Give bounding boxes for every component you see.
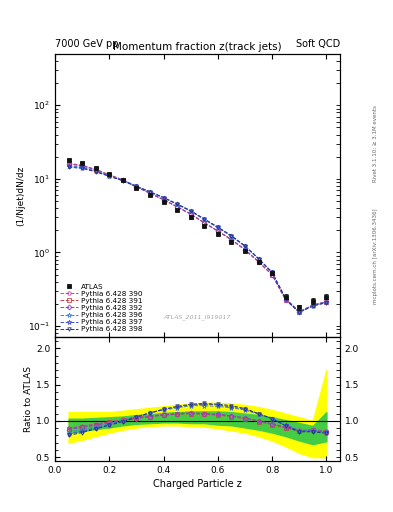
X-axis label: Charged Particle z: Charged Particle z [153, 479, 242, 489]
Y-axis label: (1/Njet)dN/dz: (1/Njet)dN/dz [16, 165, 25, 226]
Text: mcplots.cern.ch [arXiv:1306.3436]: mcplots.cern.ch [arXiv:1306.3436] [373, 208, 378, 304]
Text: Soft QCD: Soft QCD [296, 38, 340, 49]
Legend: ATLAS, Pythia 6.428 390, Pythia 6.428 391, Pythia 6.428 392, Pythia 6.428 396, P: ATLAS, Pythia 6.428 390, Pythia 6.428 39… [59, 282, 144, 334]
Title: Momentum fraction z(track jets): Momentum fraction z(track jets) [113, 41, 282, 52]
Text: 7000 GeV pp: 7000 GeV pp [55, 38, 119, 49]
Text: ATLAS_2011_I919017: ATLAS_2011_I919017 [164, 315, 231, 321]
Y-axis label: Ratio to ATLAS: Ratio to ATLAS [24, 366, 33, 432]
Text: Rivet 3.1.10; ≥ 3.1M events: Rivet 3.1.10; ≥ 3.1M events [373, 105, 378, 182]
